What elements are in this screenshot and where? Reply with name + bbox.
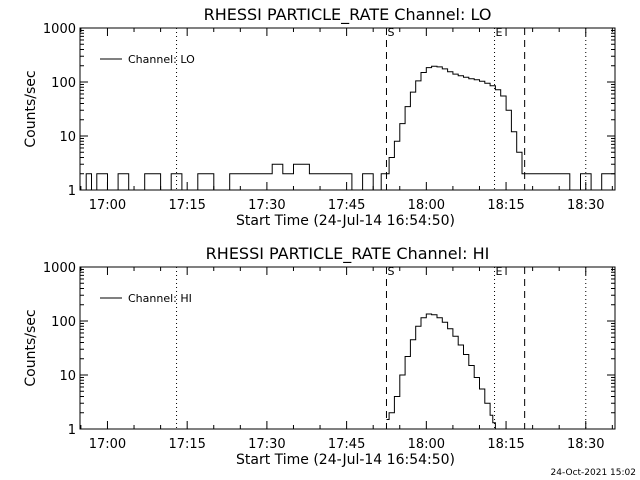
x-axis-label: Start Time (24-Jul-14 16:54:50) (236, 213, 455, 229)
x-tick-label: 17:45 (328, 198, 365, 213)
x-tick-label: 18:00 (408, 437, 445, 452)
timestamp-label: 24-Oct-2021 15:02 (551, 468, 636, 478)
chart-title: RHESSI PARTICLE_RATE Channel: HI (206, 244, 490, 264)
plot-frame (79, 266, 616, 430)
y-tick-label: 100 (51, 76, 76, 91)
x-tick-label: 18:00 (408, 198, 445, 213)
x-tick-label: 17:15 (168, 198, 205, 213)
event-marker-label: S (387, 26, 394, 39)
x-tick-label: 17:00 (89, 437, 126, 452)
event-marker-label: S (387, 265, 394, 278)
plot-frame (79, 27, 616, 191)
legend-label: Channel: HI (128, 292, 192, 305)
x-axis-label: Start Time (24-Jul-14 16:54:50) (236, 452, 455, 468)
legend-label: Channel: LO (128, 53, 195, 66)
event-marker-label: E (496, 26, 503, 39)
y-tick-label: 100 (51, 315, 76, 330)
x-tick-label: 17:15 (168, 437, 205, 452)
x-tick-label: 18:30 (567, 437, 604, 452)
y-tick-label: 1 (68, 184, 76, 199)
chart-panel-lo: RHESSI PARTICLE_RATE Channel: LO 1 10 100 10… (23, 5, 616, 229)
y-axis-label: Counts/sec (23, 70, 39, 147)
x-tick-label: 18:15 (487, 437, 524, 452)
x-tick-label: 17:45 (328, 437, 365, 452)
x-tick-label: 17:30 (248, 198, 285, 213)
y-tick-label: 1 (68, 423, 76, 438)
series-line (80, 65, 615, 191)
y-axis-label: Counts/sec (23, 309, 39, 386)
x-tick-label: 17:00 (89, 198, 126, 213)
y-tick-label: 10 (59, 369, 76, 384)
y-tick-label: 1000 (43, 261, 76, 276)
chart-panel-hi: RHESSI PARTICLE_RATE Channel: HI 1 10 100 10… (23, 244, 616, 468)
x-tick-label: 18:30 (567, 198, 604, 213)
chart-title: RHESSI PARTICLE_RATE Channel: LO (204, 5, 492, 25)
y-tick-label: 1000 (43, 22, 76, 37)
x-tick-label: 17:30 (248, 437, 285, 452)
series-line (386, 313, 496, 429)
y-tick-label: 10 (59, 130, 76, 145)
x-tick-label: 18:15 (487, 198, 524, 213)
event-marker-label: E (496, 265, 503, 278)
